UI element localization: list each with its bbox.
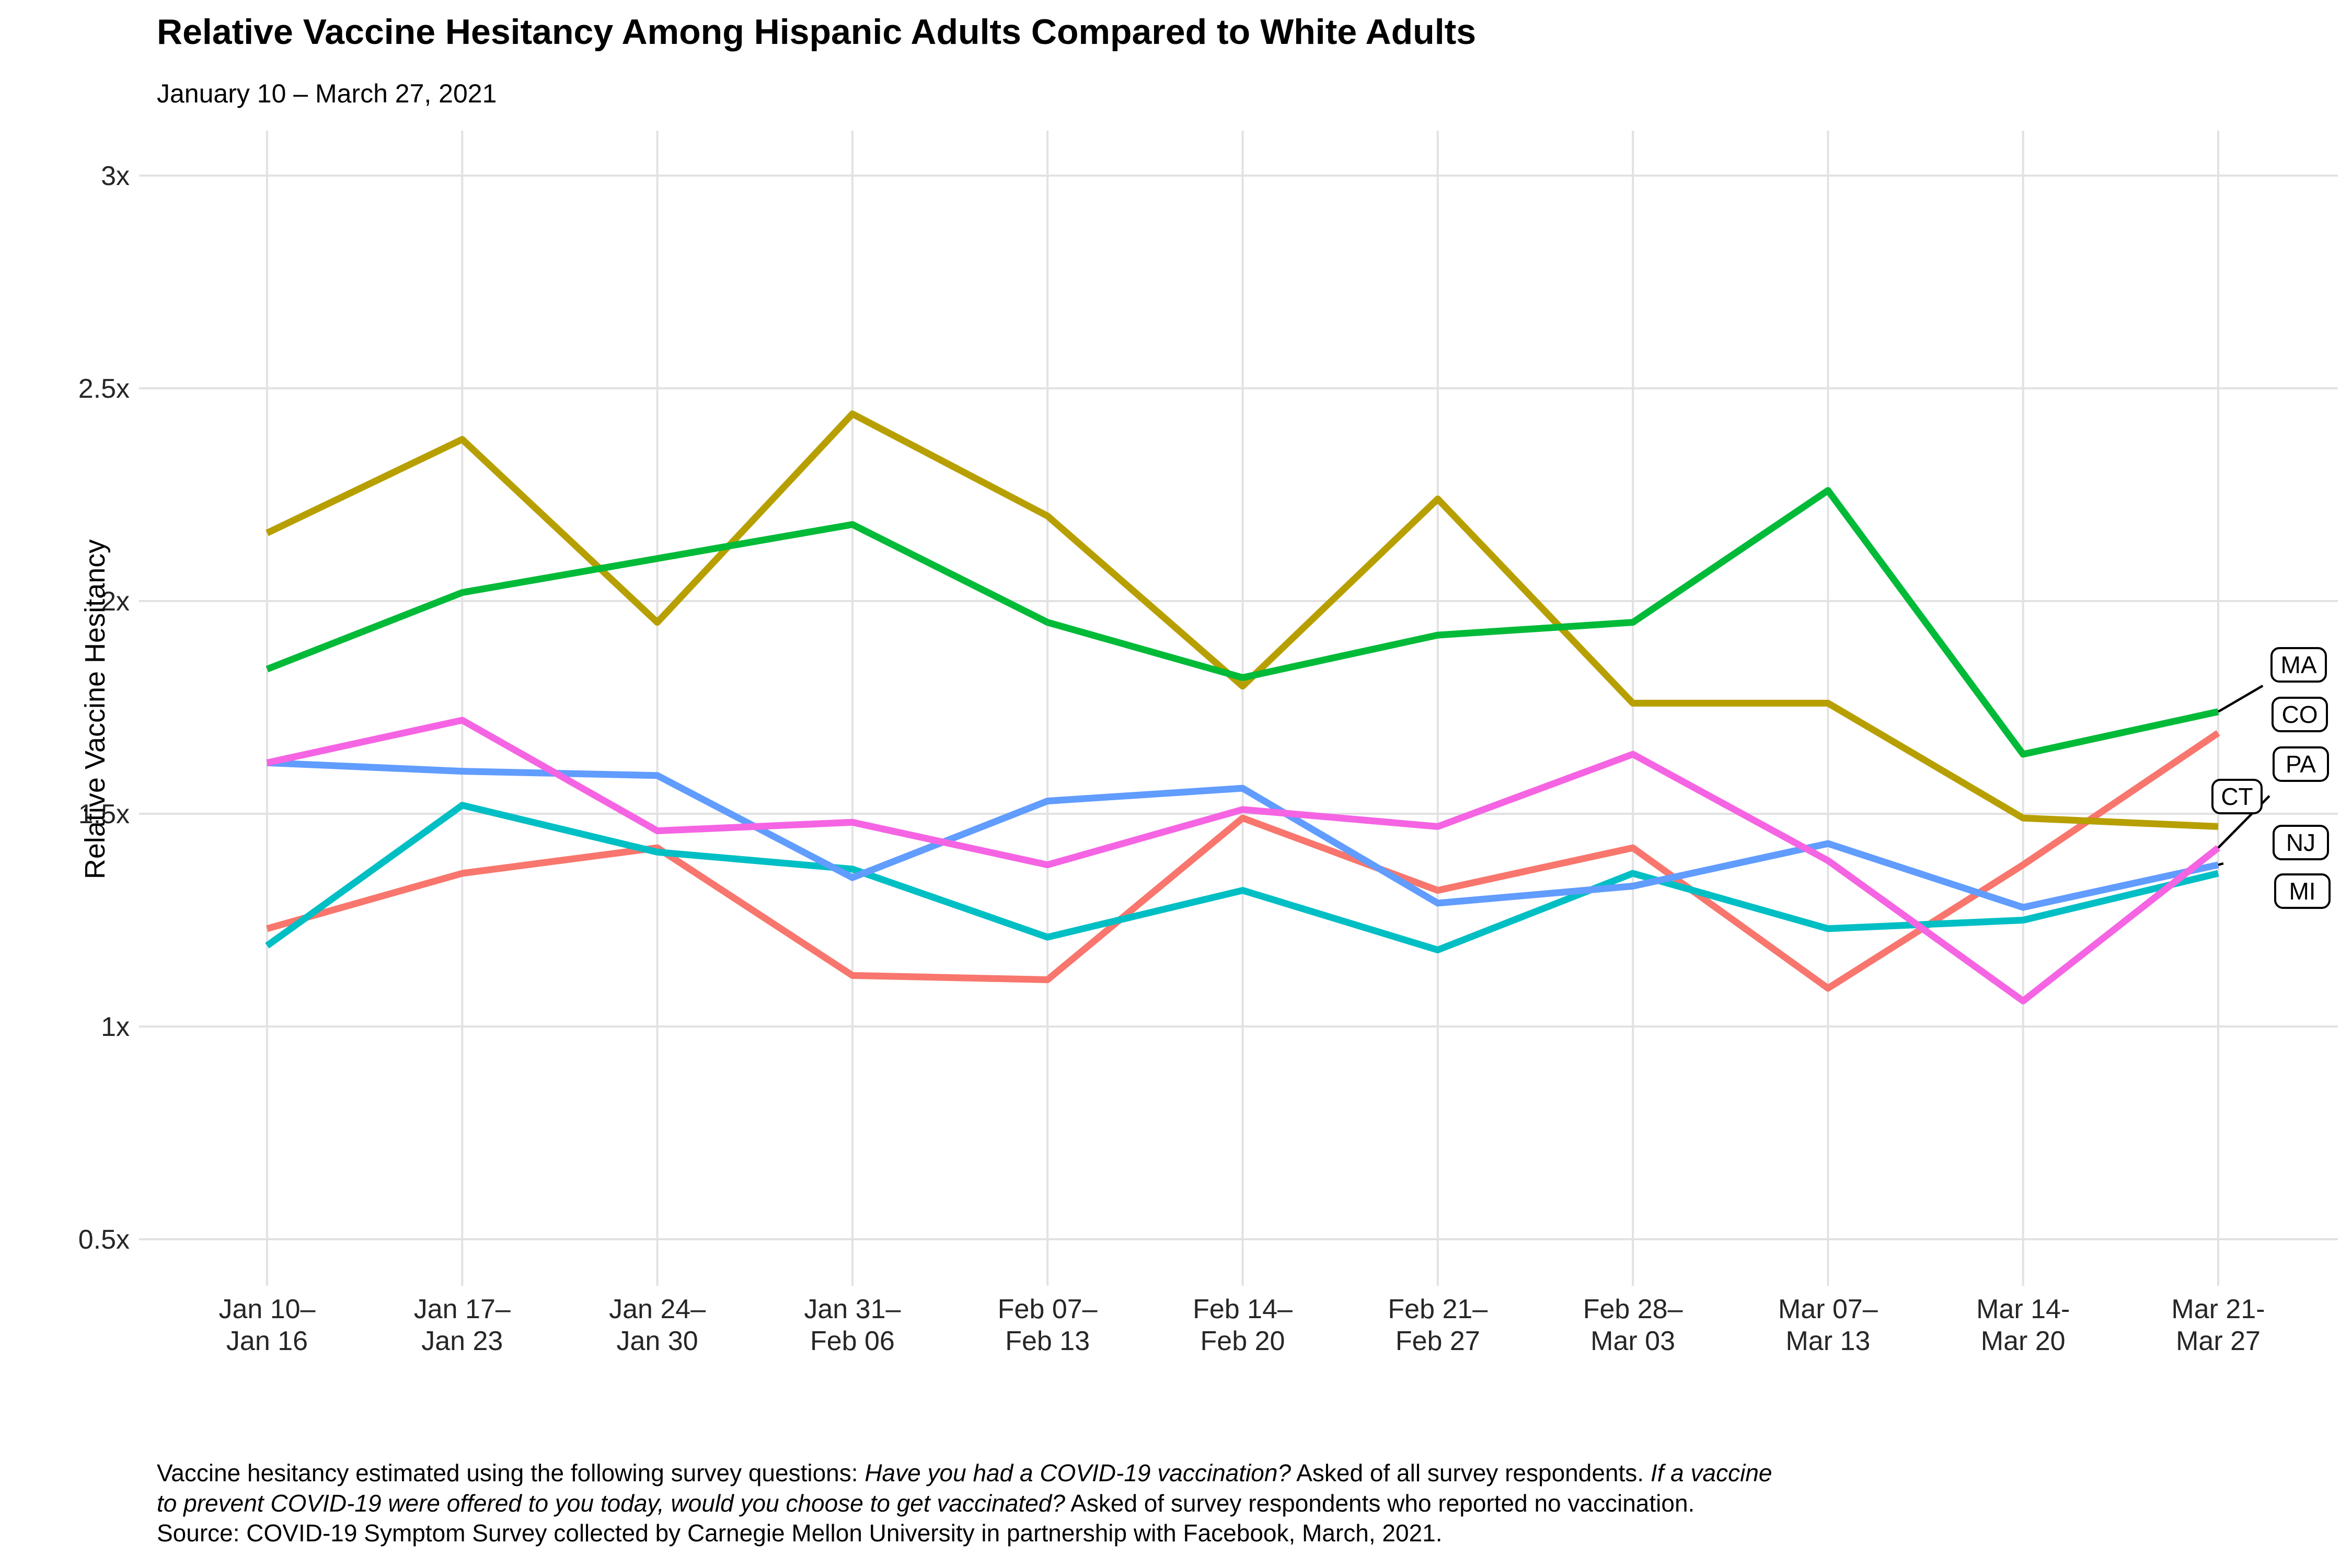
series-line-PA (266, 717, 2221, 1005)
chart-title: Relative Vaccine Hesitancy Among Hispani… (157, 12, 1477, 52)
series-label-box-CO (2272, 697, 2328, 732)
series-label-MI: MI (2289, 878, 2315, 905)
series-line-CT (266, 410, 2219, 830)
series-line-MA (266, 487, 2219, 758)
footnote-italic-segment: Have you had a COVID-19 vaccination? (864, 1459, 1291, 1486)
y-tick-label: 3x (101, 161, 130, 191)
series-label-NJ: NJ (2286, 829, 2315, 856)
y-tick-label: 0.5x (78, 1225, 130, 1255)
footnote-line-1: Vaccine hesitancy estimated using the fo… (157, 1458, 1772, 1489)
footnote-segment: Source: COVID-19 Symptom Survey collecte… (157, 1519, 1443, 1547)
chart-subtitle: January 10 – March 27, 2021 (157, 79, 497, 108)
x-tick-label: Jan 17– Jan 23 (414, 1294, 511, 1356)
footnote-segment: Vaccine hesitancy estimated using the fo… (157, 1459, 865, 1486)
y-tick-label: 1x (101, 1012, 130, 1042)
series-label-MA: MA (2281, 651, 2317, 678)
x-tick-label: Mar 21-Mar 27 (2171, 1294, 2265, 1356)
y-tick-label: 2x (101, 586, 130, 617)
series-label-CT: CT (2221, 783, 2253, 810)
footnote: Vaccine hesitancy estimated using the fo… (157, 1458, 1772, 1549)
series-label-box-MI (2274, 873, 2331, 909)
x-tick-label: Feb 07– Feb 13 (998, 1294, 1098, 1356)
footnote-italic-segment: to prevent COVID-19 were offered to you … (157, 1489, 1065, 1517)
label-leader-line-NJ (2218, 862, 2224, 866)
series-label-PA: PA (2286, 751, 2316, 778)
y-axis-title: Relative Vaccine Hesitancy (79, 539, 111, 880)
footnote-segment: Asked of survey respondents who reported… (1065, 1489, 1695, 1517)
y-tick-label: 2.5x (78, 374, 130, 404)
series-label-box-NJ (2273, 825, 2329, 860)
x-tick-label: Jan 31– Feb 06 (804, 1294, 901, 1356)
x-tick-label: Feb 14– Feb 20 (1193, 1294, 1293, 1356)
x-tick-label: Feb 28– Mar 03 (1583, 1294, 1683, 1356)
footnote-segment: Asked of all survey respondents. (1291, 1459, 1651, 1486)
series-line-CO (266, 730, 2220, 992)
x-tick-label: Mar 07– Mar 13 (1778, 1294, 1878, 1356)
x-tick-label: Feb 21– Feb 27 (1388, 1294, 1488, 1356)
series-label-CO: CO (2282, 701, 2318, 728)
series-label-box-PA (2273, 746, 2329, 782)
series-line-NJ (267, 759, 2219, 911)
footnote-line-3: Source: COVID-19 Symptom Survey collecte… (157, 1518, 1772, 1549)
series-label-box-CT (2211, 779, 2263, 814)
footnote-line-2: to prevent COVID-19 were offered to you … (157, 1489, 1772, 1519)
y-tick-label: 1.5x (78, 799, 130, 829)
label-leader-line-MA (2217, 685, 2264, 713)
footnote-italic-segment: If a vaccine (1650, 1459, 1772, 1486)
series-label-box-MA (2270, 647, 2327, 683)
x-tick-label: Jan 10– Jan 16 (218, 1294, 315, 1356)
x-tick-label: Jan 24– Jan 30 (609, 1294, 706, 1356)
x-tick-label: Mar 14-Mar 20 (1976, 1294, 2070, 1356)
series-line-MI (265, 802, 2219, 953)
